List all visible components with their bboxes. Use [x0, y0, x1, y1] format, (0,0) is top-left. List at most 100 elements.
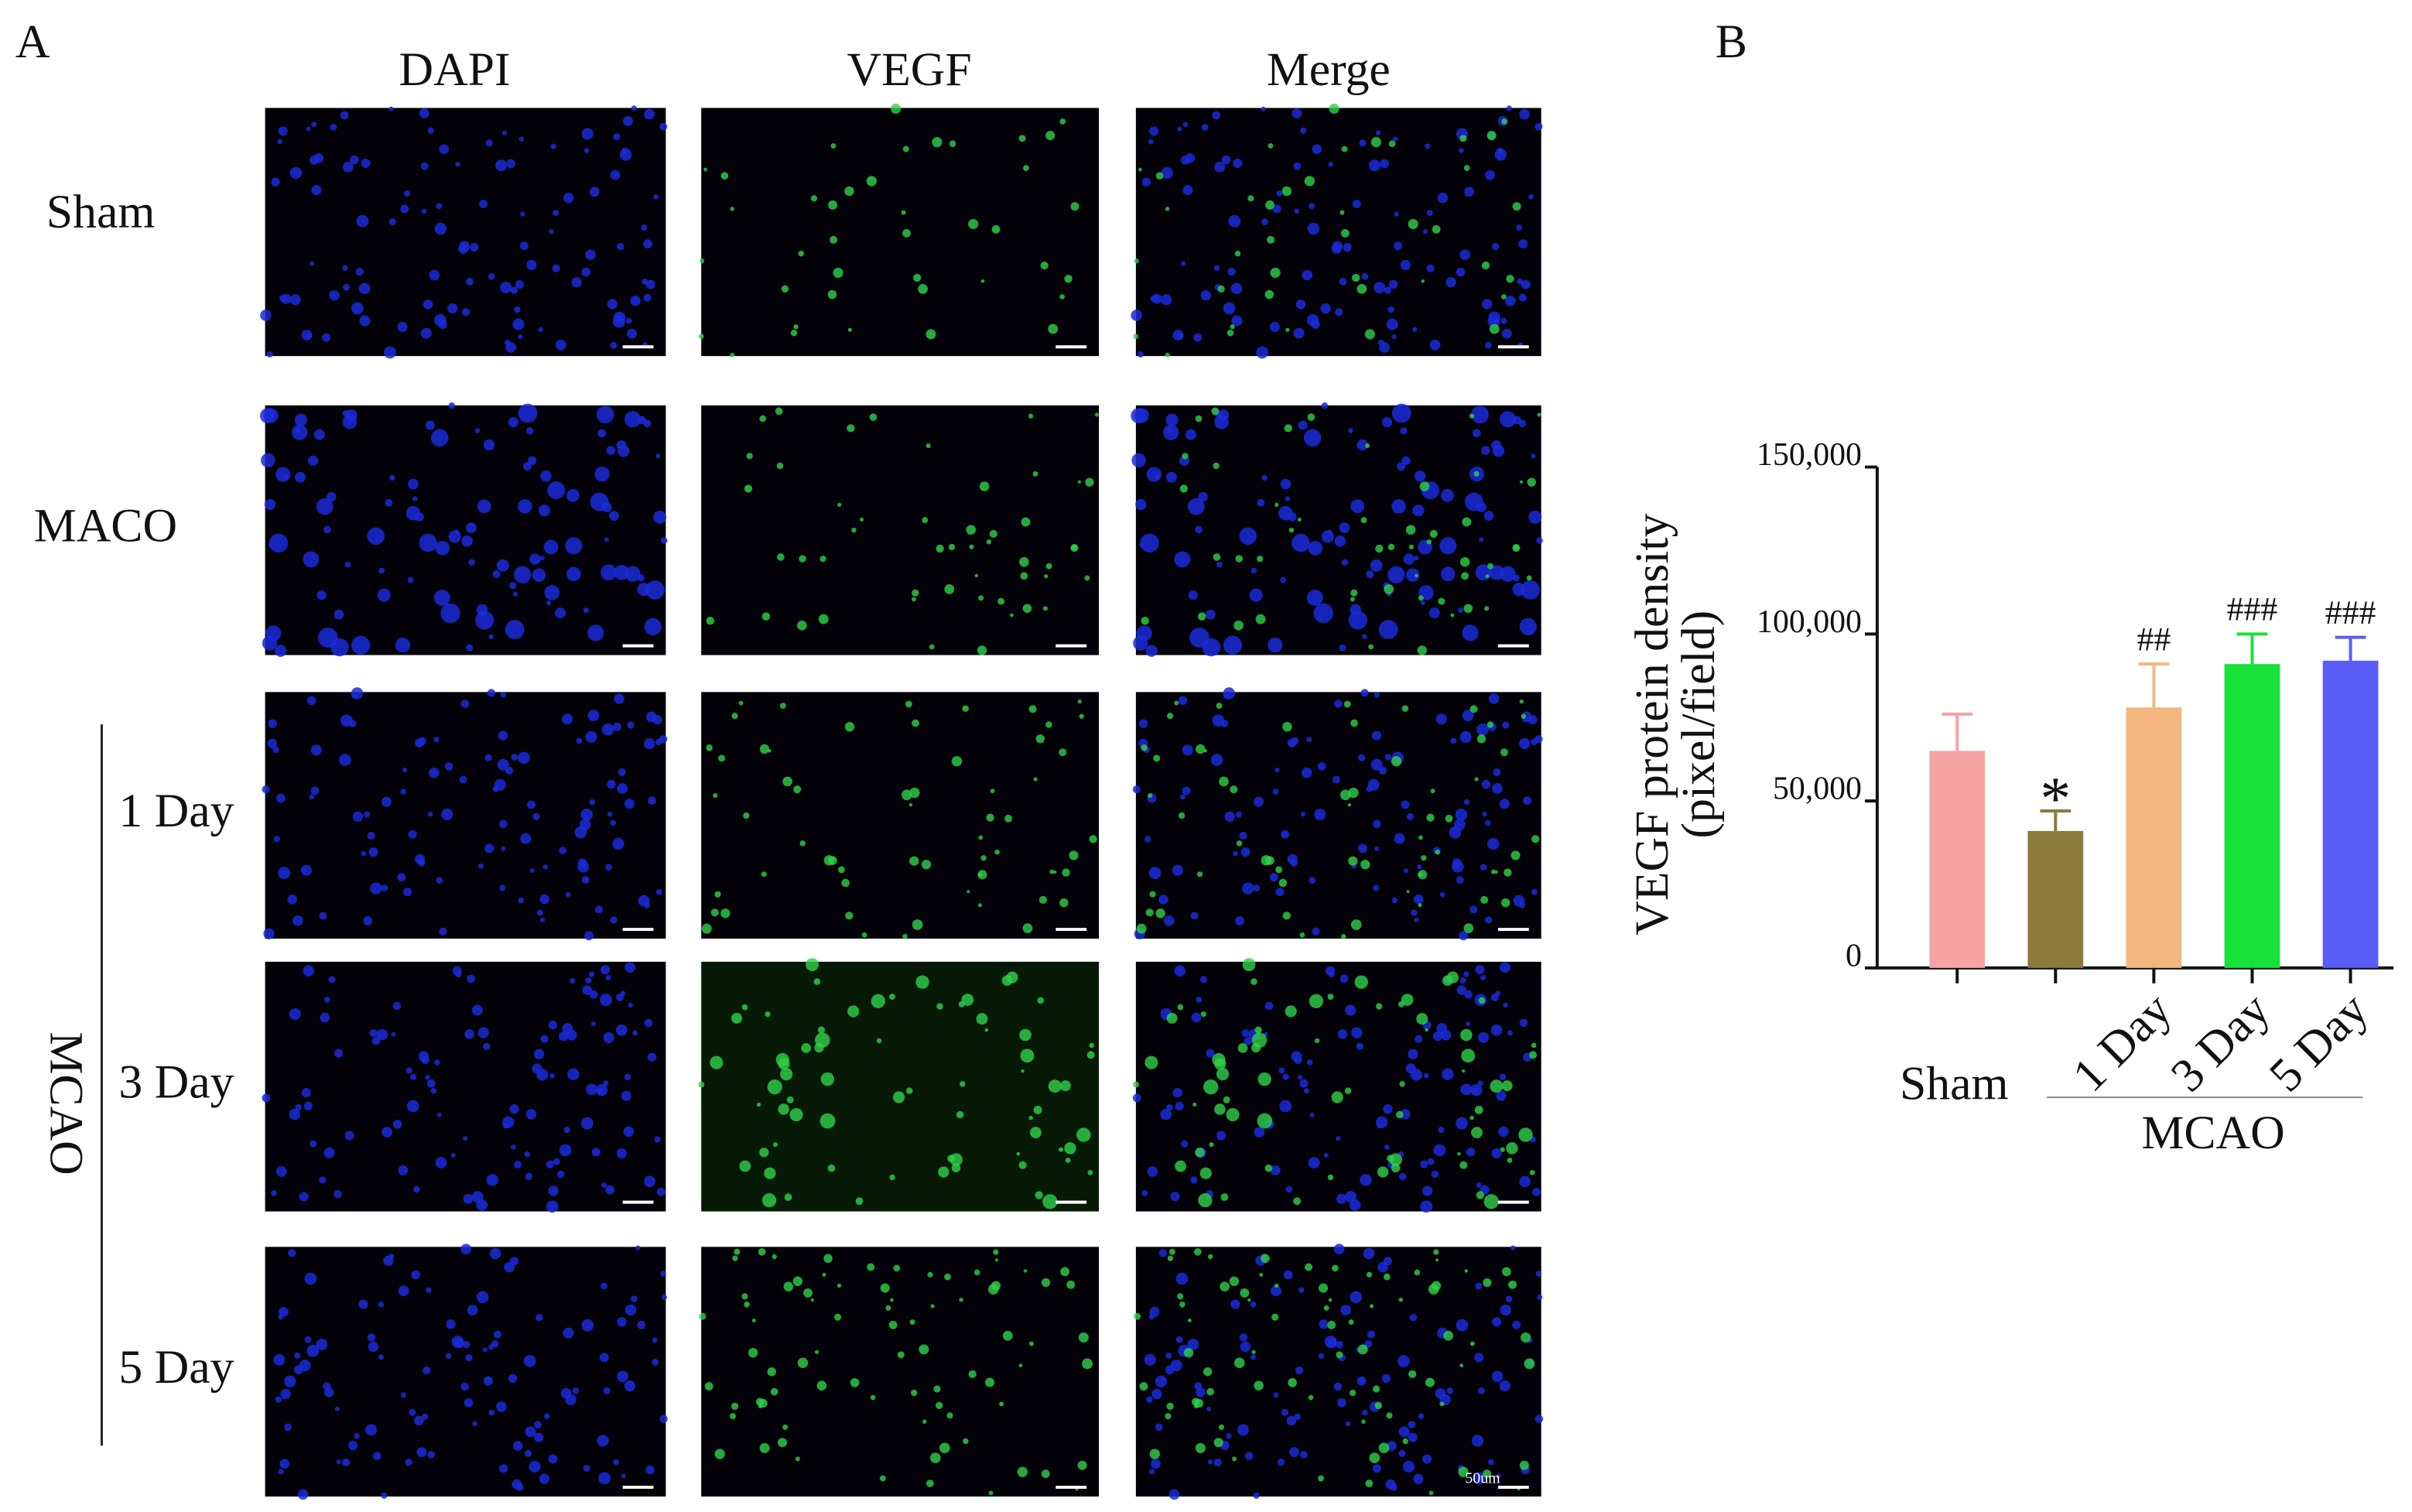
- vegf-signal: [1049, 869, 1055, 874]
- vegf-signal: [951, 1163, 961, 1173]
- nucleus: [1375, 130, 1381, 135]
- nucleus: [553, 1158, 560, 1165]
- vegf-signal: [892, 1091, 905, 1103]
- nucleus: [1181, 1140, 1189, 1148]
- vegf-signal: [730, 207, 734, 211]
- nucleus: [381, 884, 388, 891]
- nucleus: [539, 1473, 550, 1484]
- vegf-signal: [810, 195, 818, 202]
- nucleus: [1272, 788, 1279, 795]
- vegf-signal: [797, 1357, 809, 1368]
- nucleus: [566, 488, 580, 502]
- vegf-signal: [1257, 556, 1264, 563]
- vegf-signal: [1059, 118, 1066, 125]
- nucleus: [344, 1131, 354, 1141]
- nucleus: [577, 860, 590, 873]
- nucleus: [1512, 574, 1520, 582]
- nucleus: [1174, 551, 1191, 568]
- nucleus: [1384, 1144, 1390, 1150]
- nucleus: [1311, 320, 1320, 329]
- nucleus: [1455, 809, 1468, 821]
- nucleus: [563, 1327, 574, 1339]
- vegf-signal: [765, 1011, 771, 1018]
- nucleus: [381, 796, 392, 807]
- nucleus: [1180, 794, 1185, 800]
- nucleus: [644, 737, 655, 750]
- vegf-signal: [827, 1164, 836, 1172]
- vegf-signal: [1006, 971, 1018, 983]
- nucleus: [1356, 1042, 1364, 1050]
- nucleus: [1244, 1037, 1253, 1045]
- nucleus: [1363, 1247, 1375, 1260]
- nucleus: [278, 126, 288, 136]
- micrograph: [1131, 402, 1543, 657]
- vegf-signal: [1028, 1341, 1034, 1346]
- micrograph-background: [265, 108, 666, 357]
- vegf-signal: [1141, 744, 1148, 751]
- vegf-signal: [962, 705, 969, 712]
- nucleus: [1384, 754, 1392, 761]
- vegf-signal: [1220, 1193, 1229, 1201]
- nucleus: [294, 1352, 301, 1359]
- vegf-signal: [795, 1456, 800, 1462]
- nucleus: [553, 210, 559, 217]
- vegf-signal: [1339, 210, 1345, 215]
- vegf-signal: [1242, 958, 1256, 972]
- vegf-signal: [1483, 1278, 1492, 1288]
- vegf-signal: [1010, 613, 1014, 617]
- nucleus: [1303, 1088, 1309, 1094]
- nucleus: [1162, 424, 1179, 440]
- vegf-signal: [1041, 1278, 1051, 1288]
- vegf-signal: [1149, 1449, 1160, 1459]
- vegf-signal: [1425, 1028, 1428, 1032]
- nucleus: [365, 1424, 377, 1436]
- vegf-signal: [1485, 574, 1490, 579]
- vegf-signal: [1490, 869, 1497, 874]
- nucleus: [309, 794, 314, 800]
- nucleus: [1411, 909, 1418, 916]
- vegf-signal: [1476, 1191, 1484, 1199]
- nucleus: [1384, 286, 1392, 294]
- vegf-signal: [1155, 172, 1164, 180]
- nucleus: [383, 1255, 394, 1266]
- vegf-signal: [767, 1079, 782, 1095]
- nucleus: [1146, 1396, 1153, 1403]
- vegf-signal: [847, 327, 852, 332]
- nucleus: [1333, 1382, 1343, 1391]
- vegf-signal: [1195, 415, 1203, 422]
- nucleus: [1517, 279, 1523, 285]
- nucleus: [1168, 1489, 1180, 1500]
- nucleus: [1426, 210, 1433, 217]
- nucleus: [463, 1136, 468, 1141]
- nucleus: [565, 537, 583, 555]
- nucleus: [588, 971, 595, 977]
- vegf-signal: [1265, 200, 1274, 210]
- vegf-signal: [888, 1320, 898, 1329]
- vegf-signal: [1028, 705, 1037, 713]
- nucleus: [279, 1459, 290, 1469]
- nucleus: [1312, 927, 1320, 936]
- nucleus: [1500, 962, 1510, 973]
- nucleus: [539, 556, 545, 561]
- vegf-signal: [1521, 713, 1527, 719]
- nucleus: [316, 1339, 328, 1350]
- nucleus: [1456, 876, 1464, 884]
- nucleus: [515, 279, 525, 289]
- vegf-signal: [1148, 793, 1153, 799]
- vegf-signal: [1364, 329, 1375, 340]
- micrograph: [1134, 1243, 1544, 1500]
- nucleus: [653, 193, 659, 200]
- nucleus: [1357, 439, 1368, 451]
- nucleus: [1298, 1075, 1303, 1080]
- nucleus: [1301, 767, 1312, 778]
- vegf-signal: [1504, 868, 1512, 877]
- vegf-signal: [1197, 612, 1206, 621]
- nucleus: [1471, 405, 1489, 424]
- nucleus: [1137, 351, 1144, 358]
- vegf-signal: [1219, 776, 1229, 787]
- nucleus: [273, 836, 280, 843]
- nucleus: [581, 128, 594, 140]
- nucleus: [1475, 965, 1485, 975]
- nucleus: [1519, 737, 1531, 750]
- nucleus: [294, 413, 307, 426]
